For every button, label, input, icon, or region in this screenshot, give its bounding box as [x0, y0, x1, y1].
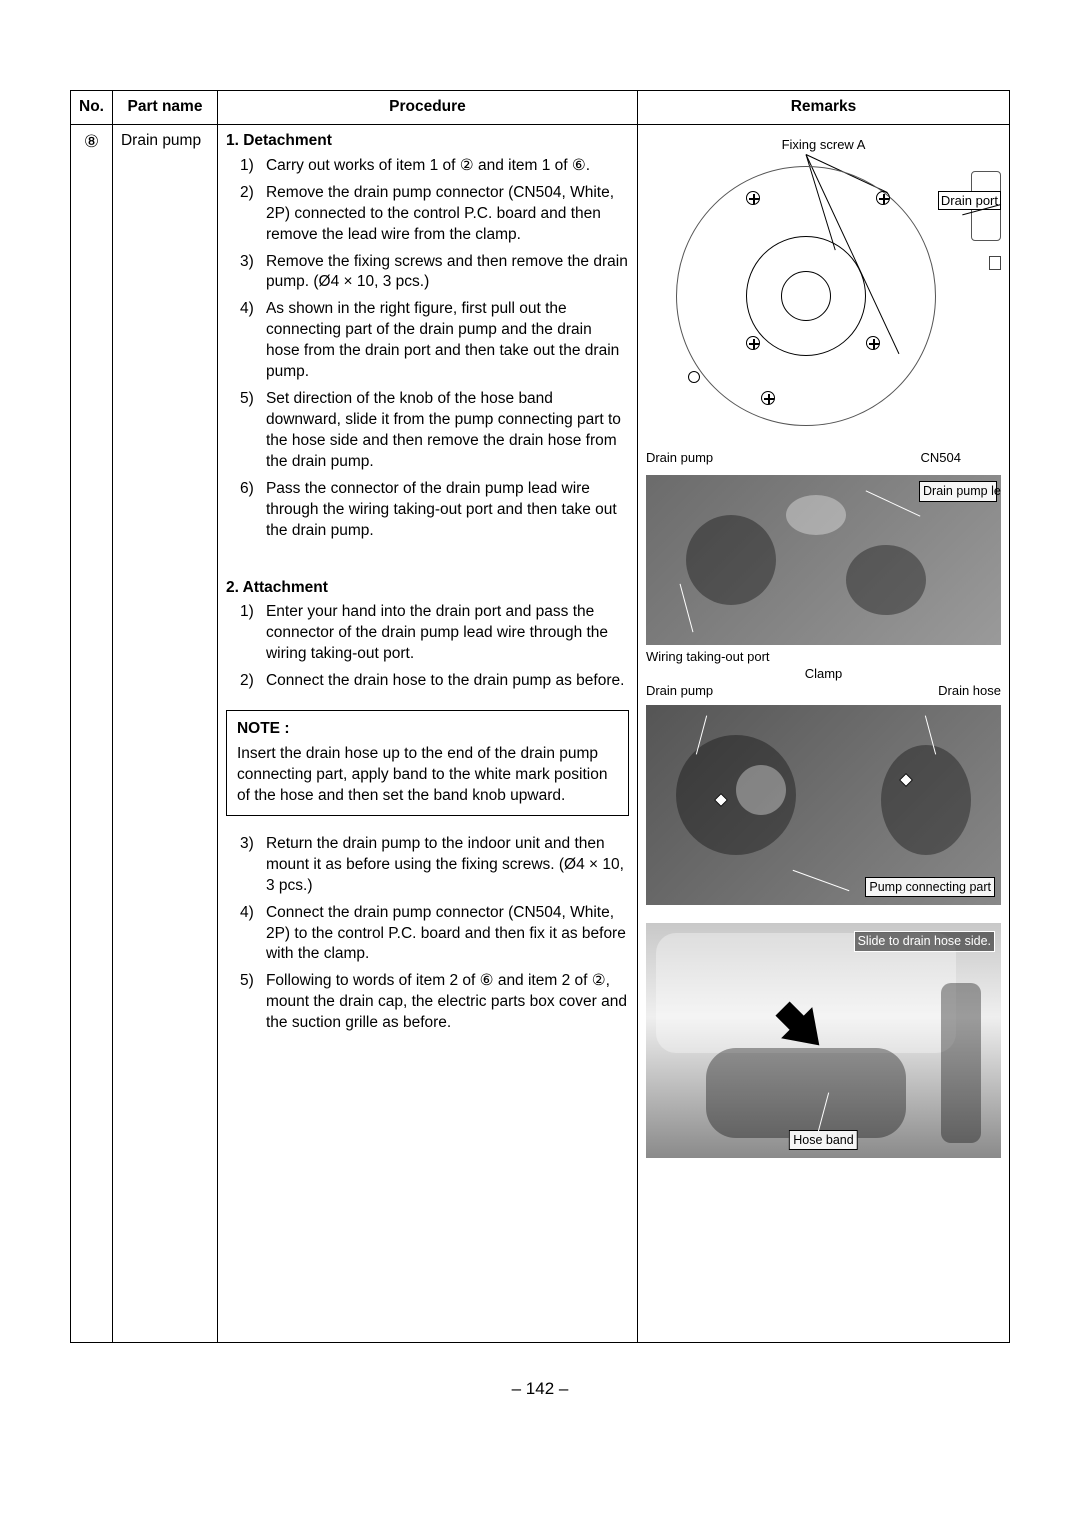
page-number: – 142 – [70, 1378, 1010, 1401]
photo-cn504-connector: Drain pump lead wire [646, 475, 1001, 645]
step-num: 3) [240, 834, 254, 855]
note-text: Insert the drain hose up to the end of t… [237, 744, 618, 807]
attachment-steps-1: 1) Enter your hand into the drain port an… [226, 602, 629, 692]
step-num: 4) [240, 903, 254, 924]
step-text: As shown in the right figure, first pull… [266, 300, 619, 380]
step-text: Return the drain pump to the indoor unit… [266, 835, 624, 894]
step-text: Following to words of item 2 of ⑥ and it… [266, 972, 627, 1031]
step-num: 6) [240, 479, 254, 500]
label-wiring-taking-out-port: Wiring taking-out port [646, 649, 1001, 666]
step-text: Enter your hand into the drain port and … [266, 603, 608, 662]
label-cn504: CN504 [921, 450, 961, 467]
step-num: 1) [240, 156, 254, 177]
row-remarks: Fixing screw A [637, 124, 1009, 1342]
row-no: ⑧ [71, 124, 113, 1342]
label-clamp: Clamp [805, 666, 843, 681]
attachment-steps-2: 3) Return the drain pump to the indoor un… [226, 834, 629, 1034]
step-num: 5) [240, 971, 254, 992]
step-num: 3) [240, 252, 254, 273]
detachment-steps: 1) Carry out works of item 1 of ② and ite… [226, 156, 629, 542]
label-fixing-screw-a: Fixing screw A [646, 136, 1001, 154]
label-text: Drain pump lead wire [923, 485, 993, 499]
step-num: 2) [240, 671, 254, 692]
label-drain-pump-2: Drain pump [646, 683, 713, 700]
header-proc: Procedure [217, 91, 637, 125]
photo-hose-band: Slide to drain hose side. Hose band [646, 923, 1001, 1158]
label-drain-pump-lead-wire: Drain pump lead wire [919, 481, 997, 502]
header-rem: Remarks [637, 91, 1009, 125]
step-text: Remove the drain pump connector (CN504, … [266, 184, 614, 243]
label-slide-to-drain-hose-side: Slide to drain hose side. [854, 931, 995, 952]
step-num: 4) [240, 299, 254, 320]
diagram-bottom-labels: Drain pump CN504 [646, 450, 1001, 467]
step-text: Connect the drain hose to the drain pump… [266, 672, 624, 689]
step-num: 5) [240, 389, 254, 410]
step-num: 1) [240, 602, 254, 623]
step-text: Set direction of the knob of the hose ba… [266, 390, 621, 470]
step-text: Pass the connector of the drain pump lea… [266, 480, 617, 539]
row-procedure: 1. Detachment 1) Carry out works of item … [217, 124, 637, 1342]
header-no: No. [71, 91, 113, 125]
diagram-drain-pump: Fixing screw A [646, 136, 1001, 446]
row-part: Drain pump [112, 124, 217, 1342]
note-box: NOTE : Insert the drain hose up to the e… [226, 710, 629, 816]
note-title: NOTE : [237, 719, 618, 740]
service-procedure-table: No. Part name Procedure Remarks ⑧ Drain … [70, 90, 1010, 1343]
detachment-title: 1. Detachment [226, 131, 629, 152]
photo1-bottom-labels: Wiring taking-out port Clamp Drain pump … [646, 649, 1001, 700]
label-pump-connecting-part: Pump connecting part [865, 877, 995, 898]
label-drain-hose: Drain hose [938, 683, 1001, 700]
step-num: 2) [240, 183, 254, 204]
attachment-title: 2. Attachment [226, 578, 629, 599]
label-drain-pump: Drain pump [646, 450, 713, 467]
step-text: Remove the fixing screws and then remove… [266, 253, 628, 291]
label-hose-band: Hose band [789, 1130, 857, 1151]
step-text: Connect the drain pump connector (CN504,… [266, 904, 626, 963]
step-text: Carry out works of item 1 of ② and item … [266, 157, 590, 174]
header-part: Part name [112, 91, 217, 125]
photo-drain-pump-connecting: Pump connecting part [646, 705, 1001, 905]
